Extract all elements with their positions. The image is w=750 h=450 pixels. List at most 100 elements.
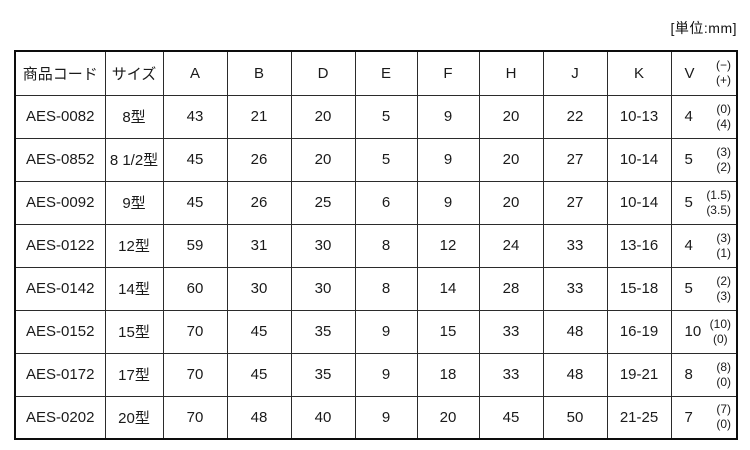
tolerance-lower-value: (4) <box>716 116 731 131</box>
cell-d: 35 <box>290 309 356 354</box>
cell-v-value: 5 <box>684 151 693 168</box>
header-v-tolerance: V (−) (+) <box>670 50 738 96</box>
cell-v-tolerance: 7 (7) (0) <box>670 395 738 440</box>
cell-k: 15-18 <box>606 266 672 311</box>
cell-d: 30 <box>290 266 356 311</box>
cell-b: 31 <box>226 223 292 268</box>
cell-k: 10-13 <box>606 94 672 139</box>
cell-f: 9 <box>416 94 480 139</box>
cell-a: 60 <box>162 266 228 311</box>
cell-a: 59 <box>162 223 228 268</box>
header-f: F <box>416 50 480 96</box>
cell-size: 15型 <box>104 309 164 354</box>
cell-d: 35 <box>290 352 356 397</box>
header-a: A <box>162 50 228 96</box>
tolerance-lower-value: (0) <box>716 374 731 389</box>
header-row: 商品コード サイズ A B D E F H J K V (−) (+) <box>14 50 738 96</box>
tolerance-minus-sign: (−) <box>716 58 731 73</box>
cell-d: 20 <box>290 94 356 139</box>
cell-v-tolerance: 5 (1.5) (3.5) <box>670 180 738 225</box>
cell-k: 19-21 <box>606 352 672 397</box>
cell-h: 24 <box>478 223 544 268</box>
tolerance-upper-value: (7) <box>716 402 731 417</box>
cell-e: 5 <box>354 94 418 139</box>
cell-h: 28 <box>478 266 544 311</box>
cell-v-value: 8 <box>684 366 693 383</box>
cell-k: 16-19 <box>606 309 672 354</box>
header-product-code: 商品コード <box>14 50 106 96</box>
header-h: H <box>478 50 544 96</box>
cell-f: 9 <box>416 180 480 225</box>
tolerance-lower-value: (3) <box>716 288 731 303</box>
cell-a: 70 <box>162 395 228 440</box>
cell-e: 8 <box>354 266 418 311</box>
dimension-spec-table: 商品コード サイズ A B D E F H J K V (−) (+) <box>14 50 738 440</box>
tolerance-upper-value: (3) <box>716 144 731 159</box>
cell-v-value: 5 <box>684 194 693 211</box>
cell-f: 9 <box>416 137 480 182</box>
cell-b: 45 <box>226 309 292 354</box>
cell-a: 43 <box>162 94 228 139</box>
cell-tolerance-values: (0) (4) <box>716 102 731 132</box>
table-row: AES-0172 17型 70 45 35 9 18 33 48 19-21 8… <box>14 352 738 397</box>
cell-v-tolerance: 10 (10) (0) <box>670 309 738 354</box>
header-k: K <box>606 50 672 96</box>
cell-h: 20 <box>478 137 544 182</box>
table-row: AES-0082 8型 43 21 20 5 9 20 22 10-13 4 (… <box>14 94 738 139</box>
cell-tolerance-values: (7) (0) <box>716 402 731 432</box>
cell-product-code: AES-0092 <box>14 180 106 225</box>
table-row: AES-0852 8 1/2型 45 26 20 5 9 20 27 10-14… <box>14 137 738 182</box>
tolerance-upper-value: (8) <box>716 359 731 374</box>
cell-f: 14 <box>416 266 480 311</box>
tolerance-upper-value: (10) <box>709 316 731 331</box>
tolerance-lower-value: (0) <box>716 417 731 432</box>
header-b: B <box>226 50 292 96</box>
cell-f: 20 <box>416 395 480 440</box>
cell-product-code: AES-0082 <box>14 94 106 139</box>
cell-tolerance-values: (3) (1) <box>716 231 731 261</box>
tolerance-lower-value: (0) <box>712 331 728 346</box>
cell-size: 9型 <box>104 180 164 225</box>
table-row: AES-0202 20型 70 48 40 9 20 45 50 21-25 7… <box>14 395 738 440</box>
cell-tolerance-values: (1.5) (3.5) <box>706 188 731 218</box>
cell-size: 17型 <box>104 352 164 397</box>
cell-b: 21 <box>226 94 292 139</box>
cell-v-value: 4 <box>684 108 693 125</box>
cell-j: 33 <box>542 266 608 311</box>
cell-e: 9 <box>354 352 418 397</box>
cell-f: 15 <box>416 309 480 354</box>
cell-d: 25 <box>290 180 356 225</box>
cell-f: 18 <box>416 352 480 397</box>
cell-v-tolerance: 4 (0) (4) <box>670 94 738 139</box>
cell-v-tolerance: 8 (8) (0) <box>670 352 738 397</box>
cell-v-tolerance: 4 (3) (1) <box>670 223 738 268</box>
cell-v-value: 4 <box>684 237 693 254</box>
cell-k: 10-14 <box>606 137 672 182</box>
tolerance-lower-value: (1) <box>716 245 731 260</box>
cell-size: 14型 <box>104 266 164 311</box>
cell-k: 10-14 <box>606 180 672 225</box>
cell-v-tolerance: 5 (3) (2) <box>670 137 738 182</box>
tolerance-lower-value: (2) <box>716 159 731 174</box>
cell-d: 40 <box>290 395 356 440</box>
cell-size: 8 1/2型 <box>104 137 164 182</box>
cell-size: 12型 <box>104 223 164 268</box>
header-e: E <box>354 50 418 96</box>
cell-a: 70 <box>162 352 228 397</box>
cell-size: 8型 <box>104 94 164 139</box>
cell-h: 20 <box>478 180 544 225</box>
header-j: J <box>542 50 608 96</box>
cell-j: 27 <box>542 137 608 182</box>
table-row: AES-0152 15型 70 45 35 9 15 33 48 16-19 1… <box>14 309 738 354</box>
tolerance-upper-value: (0) <box>716 101 731 116</box>
cell-d: 20 <box>290 137 356 182</box>
header-v-label: V <box>684 64 695 82</box>
cell-j: 22 <box>542 94 608 139</box>
table-row: AES-0122 12型 59 31 30 8 12 24 33 13-16 4… <box>14 223 738 268</box>
cell-f: 12 <box>416 223 480 268</box>
cell-h: 33 <box>478 352 544 397</box>
cell-j: 33 <box>542 223 608 268</box>
cell-j: 50 <box>542 395 608 440</box>
cell-tolerance-values: (2) (3) <box>716 274 731 304</box>
